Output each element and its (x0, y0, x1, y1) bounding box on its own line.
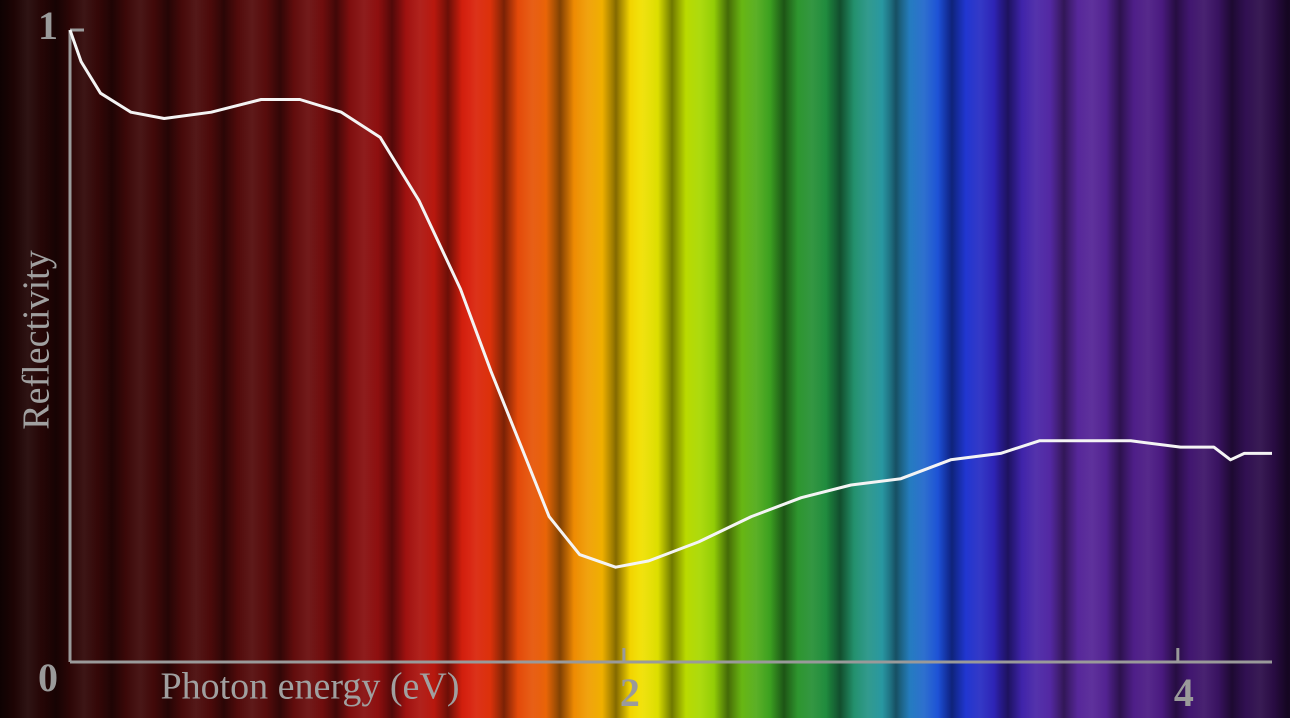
y-tick-label: 1 (38, 3, 58, 48)
x-axis-label: Photon energy (eV) (160, 666, 459, 708)
x-tick-label: 4 (1174, 670, 1194, 715)
y-axis-label: Reflectivity (16, 250, 58, 429)
chart: Photon energy (eV) Reflectivity 0 1 2 4 (0, 0, 1290, 718)
data-line (70, 30, 1272, 567)
x-tick-label: 2 (620, 670, 640, 715)
page: Photon energy (eV) Reflectivity 0124 (()… (0, 0, 1290, 718)
y-tick-label: 0 (38, 655, 58, 700)
